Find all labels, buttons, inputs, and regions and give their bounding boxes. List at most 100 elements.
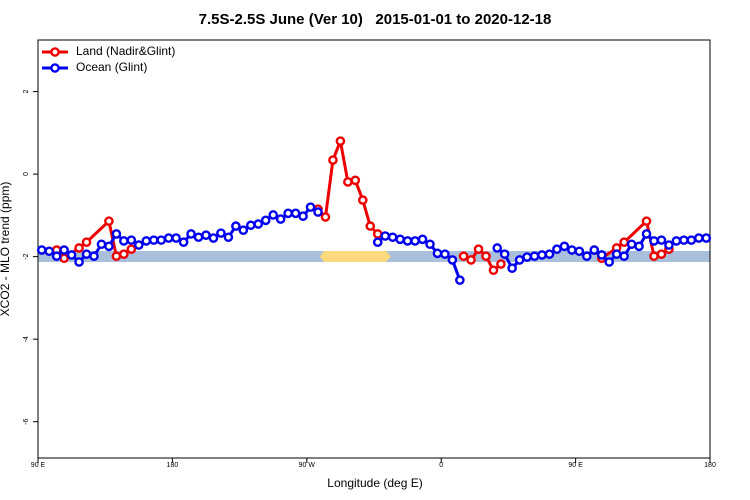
data-point [223, 232, 234, 243]
data-point [567, 245, 577, 255]
data-point [126, 244, 137, 255]
data-point [357, 195, 368, 205]
y-tick-label: -4 [23, 336, 30, 342]
data-point [328, 155, 338, 165]
data-point [201, 230, 211, 240]
data-point [473, 244, 484, 255]
data-point [611, 249, 622, 259]
data-point [425, 239, 435, 250]
data-point [492, 243, 503, 253]
data-point [81, 249, 92, 259]
data-point [178, 237, 189, 247]
data-point [89, 251, 99, 262]
data-point [44, 246, 55, 257]
data-point [290, 208, 301, 219]
data-point [455, 275, 465, 285]
x-tick-label: 90 W [299, 462, 316, 469]
legend-label: Ocean (Glint) [76, 60, 147, 74]
data-point [119, 249, 129, 259]
data-point [335, 136, 346, 146]
data-point [111, 229, 122, 239]
data-point [694, 233, 704, 243]
data-point [656, 235, 667, 245]
data-point [111, 251, 122, 262]
legend-label: Land (Nadir&Glint) [76, 44, 175, 58]
data-point [231, 221, 241, 231]
data-point [104, 216, 114, 226]
data-point [156, 235, 166, 245]
data-point [417, 234, 428, 245]
data-point [163, 233, 174, 243]
y-tick-label: 2 [23, 90, 30, 94]
data-point [380, 231, 391, 241]
data-point [544, 249, 555, 259]
data-point [245, 220, 256, 231]
data-point [81, 237, 92, 247]
data-point [596, 250, 607, 260]
data-point [51, 251, 62, 262]
data-point [283, 208, 293, 219]
data-point [96, 239, 107, 250]
data-point [488, 265, 499, 276]
data-point [104, 241, 114, 252]
x-tick-label: 0 [439, 462, 443, 469]
data-point [395, 234, 405, 245]
data-point [440, 249, 450, 259]
data-point [552, 244, 562, 255]
data-point [320, 212, 331, 222]
data-point [664, 240, 674, 250]
data-point [298, 211, 308, 221]
data-point [260, 215, 271, 226]
data-point [141, 236, 152, 246]
data-point [119, 236, 129, 246]
data-point [507, 263, 517, 273]
data-point [671, 236, 682, 246]
data-point [458, 251, 469, 262]
data-point [66, 250, 77, 260]
data-point [537, 250, 547, 260]
data-point [574, 246, 585, 257]
data-point [619, 251, 629, 262]
data-point [589, 245, 600, 255]
data-point [514, 255, 525, 265]
data-point [186, 229, 196, 239]
data-point [74, 257, 84, 267]
data-point [432, 248, 443, 259]
data-point [275, 214, 286, 224]
data-point [268, 210, 279, 220]
data-point [365, 221, 376, 231]
data-point [216, 228, 226, 238]
data-point [634, 241, 644, 252]
data-point [496, 259, 506, 269]
data-point [641, 216, 652, 226]
data-point [582, 251, 592, 262]
y-tick-label: -2 [23, 253, 30, 259]
data-point [626, 239, 637, 250]
data-point [387, 232, 398, 243]
x-axis-label: Longitude (deg E) [327, 476, 422, 490]
data-point [74, 243, 84, 253]
x-tick-label: 90 E [568, 462, 583, 469]
data-point [372, 229, 383, 239]
data-point [649, 236, 659, 246]
data-point [679, 235, 689, 245]
data-point [481, 251, 491, 262]
legend-marker [50, 47, 60, 57]
y-tick-label: 0 [23, 172, 30, 176]
data-point [499, 249, 510, 259]
data-point [410, 236, 420, 246]
data-point [559, 241, 570, 252]
land-band [320, 251, 391, 262]
data-point [193, 232, 204, 243]
data-point [447, 255, 458, 265]
data-point [238, 225, 249, 236]
y-tick-label: -6 [23, 418, 30, 424]
data-point [641, 229, 652, 239]
data-point [701, 233, 712, 243]
data-point [619, 237, 629, 247]
data-point [313, 207, 323, 217]
data-point [343, 177, 353, 187]
x-tick-label: 180 [704, 462, 716, 469]
data-point [126, 235, 137, 245]
